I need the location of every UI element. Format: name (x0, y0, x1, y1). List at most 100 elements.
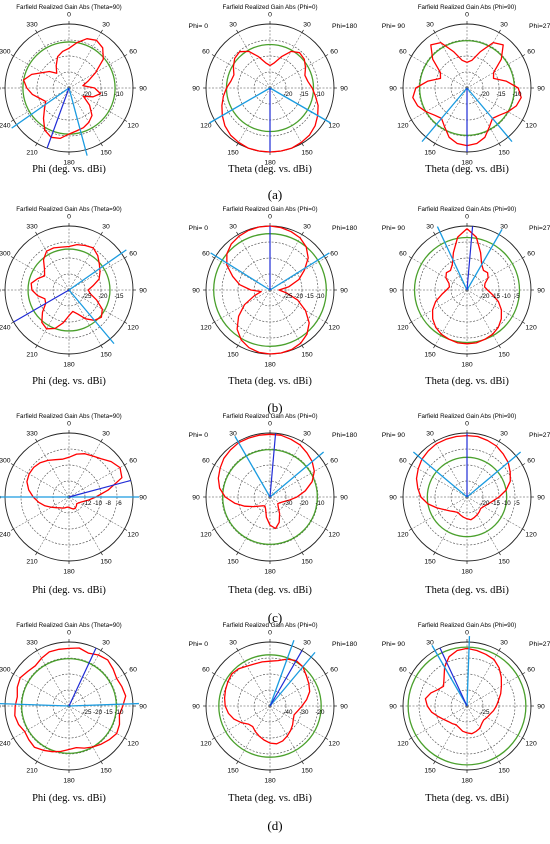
chart-b-2-angle-label: 60 (202, 250, 210, 257)
chart-c-2-main-lobe-line (269, 433, 277, 498)
chart-a-2-angle-label: 30 (303, 21, 311, 28)
chart-d-1-angle-label: 120 (127, 740, 139, 747)
chart-a-2-angle-label: 120 (200, 122, 212, 129)
chart-a-3-r-label: -20 (480, 91, 490, 98)
chart-c-2-angle-label: 120 (328, 531, 340, 538)
chart-a-1-tick-mark (124, 54, 128, 57)
chart-a-1-spoke (13, 55, 70, 89)
chart-a-1-angle-label: 120 (127, 122, 139, 129)
chart-b-3-angle-label: 120 (525, 324, 537, 331)
chart-d-1-angle-label: 300 (0, 666, 11, 673)
chart-c-3-spoke (466, 441, 500, 498)
chart-a-1-tick-mark (124, 119, 128, 122)
chart-b-2-tick-mark (236, 345, 239, 349)
chart-b-1-spoke (68, 257, 125, 291)
chart-b-2-angle-label: 60 (330, 250, 338, 257)
chart-c-3-spoke (411, 464, 468, 498)
chart-a-1-angle-label: 330 (26, 21, 38, 28)
chart-a-1-spoke (68, 87, 102, 144)
chart-d-3-side-label-right: Phi=270 (529, 641, 550, 648)
chart-a-1-angle-label: 150 (100, 149, 112, 156)
chart-c-1-angle-label: 0 (67, 420, 71, 427)
chart-d-2-side-label-left: Phi= 0 (189, 641, 209, 648)
chart-a-1-tick-mark (10, 119, 14, 122)
chart-b-3-tick-mark (433, 345, 436, 349)
chart-b-1-tick-mark (35, 345, 38, 349)
chart-a-3-angle-label: 60 (399, 48, 407, 55)
chart-d-3-angle-label: 60 (399, 666, 407, 673)
chart-c-1-angle-label: 330 (26, 430, 38, 437)
chart-b-3-spoke (434, 234, 468, 291)
chart-a-2-spoke (237, 87, 271, 144)
chart-b-1-angle-label: 90 (139, 287, 147, 294)
chart-d-1-angle-label: 240 (0, 740, 11, 747)
chart-b-1-r-label: -25 (82, 293, 92, 300)
chart-c-3-angle-label: 60 (399, 457, 407, 464)
chart-d-2-beamwidth-line (269, 651, 316, 707)
chart-a-2-angle-label: 60 (330, 48, 338, 55)
chart-c-3-r-label: -20 (480, 500, 490, 507)
chart-b-2-angle-label: 30 (229, 223, 237, 230)
chart-d-1-spoke (13, 705, 70, 739)
chart-b-1-angle-label: 270 (0, 287, 1, 294)
chart-a-3-spoke (466, 87, 523, 121)
chart-d-1-tick-mark (124, 737, 128, 740)
chart-a-2-spoke (269, 32, 303, 89)
chart-b-3-angle-label: 180 (461, 361, 473, 368)
chart-b-1-spoke (68, 234, 102, 291)
chart-d-2-angle-label: 0 (268, 629, 272, 636)
row-label-2: (b) (267, 400, 282, 415)
chart-b-3-angle-label: 60 (527, 250, 535, 257)
chart-c-3-pattern-line (415, 434, 511, 521)
chart-b-3-angle-label: 150 (424, 351, 436, 358)
chart-d-1-title: Farfield Realized Gain Abs (Theta=90) (16, 622, 121, 629)
chart-a-3-angle-label: 150 (424, 149, 436, 156)
chart-b-2-side-label-right: Phi=180 (332, 225, 357, 232)
chart-b-2-angle-label: 120 (328, 324, 340, 331)
chart-d-1-spoke (36, 650, 70, 707)
chart-b-1-r-label: -20 (98, 293, 108, 300)
chart-b-2-caption: Theta (deg. vs. dBi) (228, 376, 312, 387)
chart-d-1-tick-mark (10, 737, 14, 740)
chart-a-1-angle-label: 90 (139, 85, 147, 92)
chart-b-3-angle-label: 60 (399, 250, 407, 257)
chart-d-1-beamwidth-line (0, 702, 70, 707)
chart-d-1-spoke (13, 673, 70, 707)
chart-a-2-r-label: -10 (315, 91, 325, 98)
chart-d-1-tick-mark (35, 761, 38, 765)
chart-c-3-angle-label: 120 (525, 531, 537, 538)
chart-a-1-angle-label: 60 (129, 48, 137, 55)
chart-b-3-title: Farfield Realized Gain Abs (Phi=90) (418, 206, 517, 213)
chart-c-2-tick-mark (211, 463, 215, 466)
chart-b-2-beamwidth-line (269, 252, 330, 291)
chart-b-1-r-label: -15 (114, 293, 124, 300)
chart-b-3-r-label: -5 (514, 293, 520, 300)
chart-a-3-spoke (411, 87, 468, 121)
chart-d-2-spoke (214, 705, 271, 739)
chart-b-3-tick-mark (498, 345, 501, 349)
chart-d-3-beamwidth-line (431, 645, 468, 707)
chart-c-3-tick-mark (408, 528, 412, 531)
chart-d-2-r-label: -20 (315, 709, 325, 716)
chart-b-1-angle-label: 210 (26, 351, 38, 358)
chart-b-1-angle-label: 240 (0, 324, 11, 331)
chart-d-1-angle-label: 150 (100, 767, 112, 774)
chart-a-2-tick-mark (211, 54, 215, 57)
chart-d-3-angle-label: 90 (537, 703, 545, 710)
chart-d-1-angle-label: 0 (67, 629, 71, 636)
chart-a-1-angle-label: 240 (0, 122, 11, 129)
chart-d-1-angle-label: 270 (0, 703, 1, 710)
chart-b-2-tick-mark (301, 231, 304, 235)
chart-d-3-tick-mark (498, 761, 501, 765)
chart-c-2-angle-label: 30 (303, 430, 311, 437)
chart-b-1-spoke (36, 234, 70, 291)
chart-d-2-angle-label: 150 (301, 767, 313, 774)
chart-b-2-tick-mark (325, 256, 329, 259)
chart-c-2-angle-label: 90 (340, 494, 348, 501)
chart-b-2-r-label: -15 (305, 293, 315, 300)
chart-d-2-tick-mark (301, 761, 304, 765)
chart-d-1-angle-label: 90 (139, 703, 147, 710)
chart-c-3-angle-label: 150 (498, 558, 510, 565)
chart-d-1-r-label: -10 (114, 709, 124, 716)
chart-c-1-angle-label: 270 (0, 494, 1, 501)
